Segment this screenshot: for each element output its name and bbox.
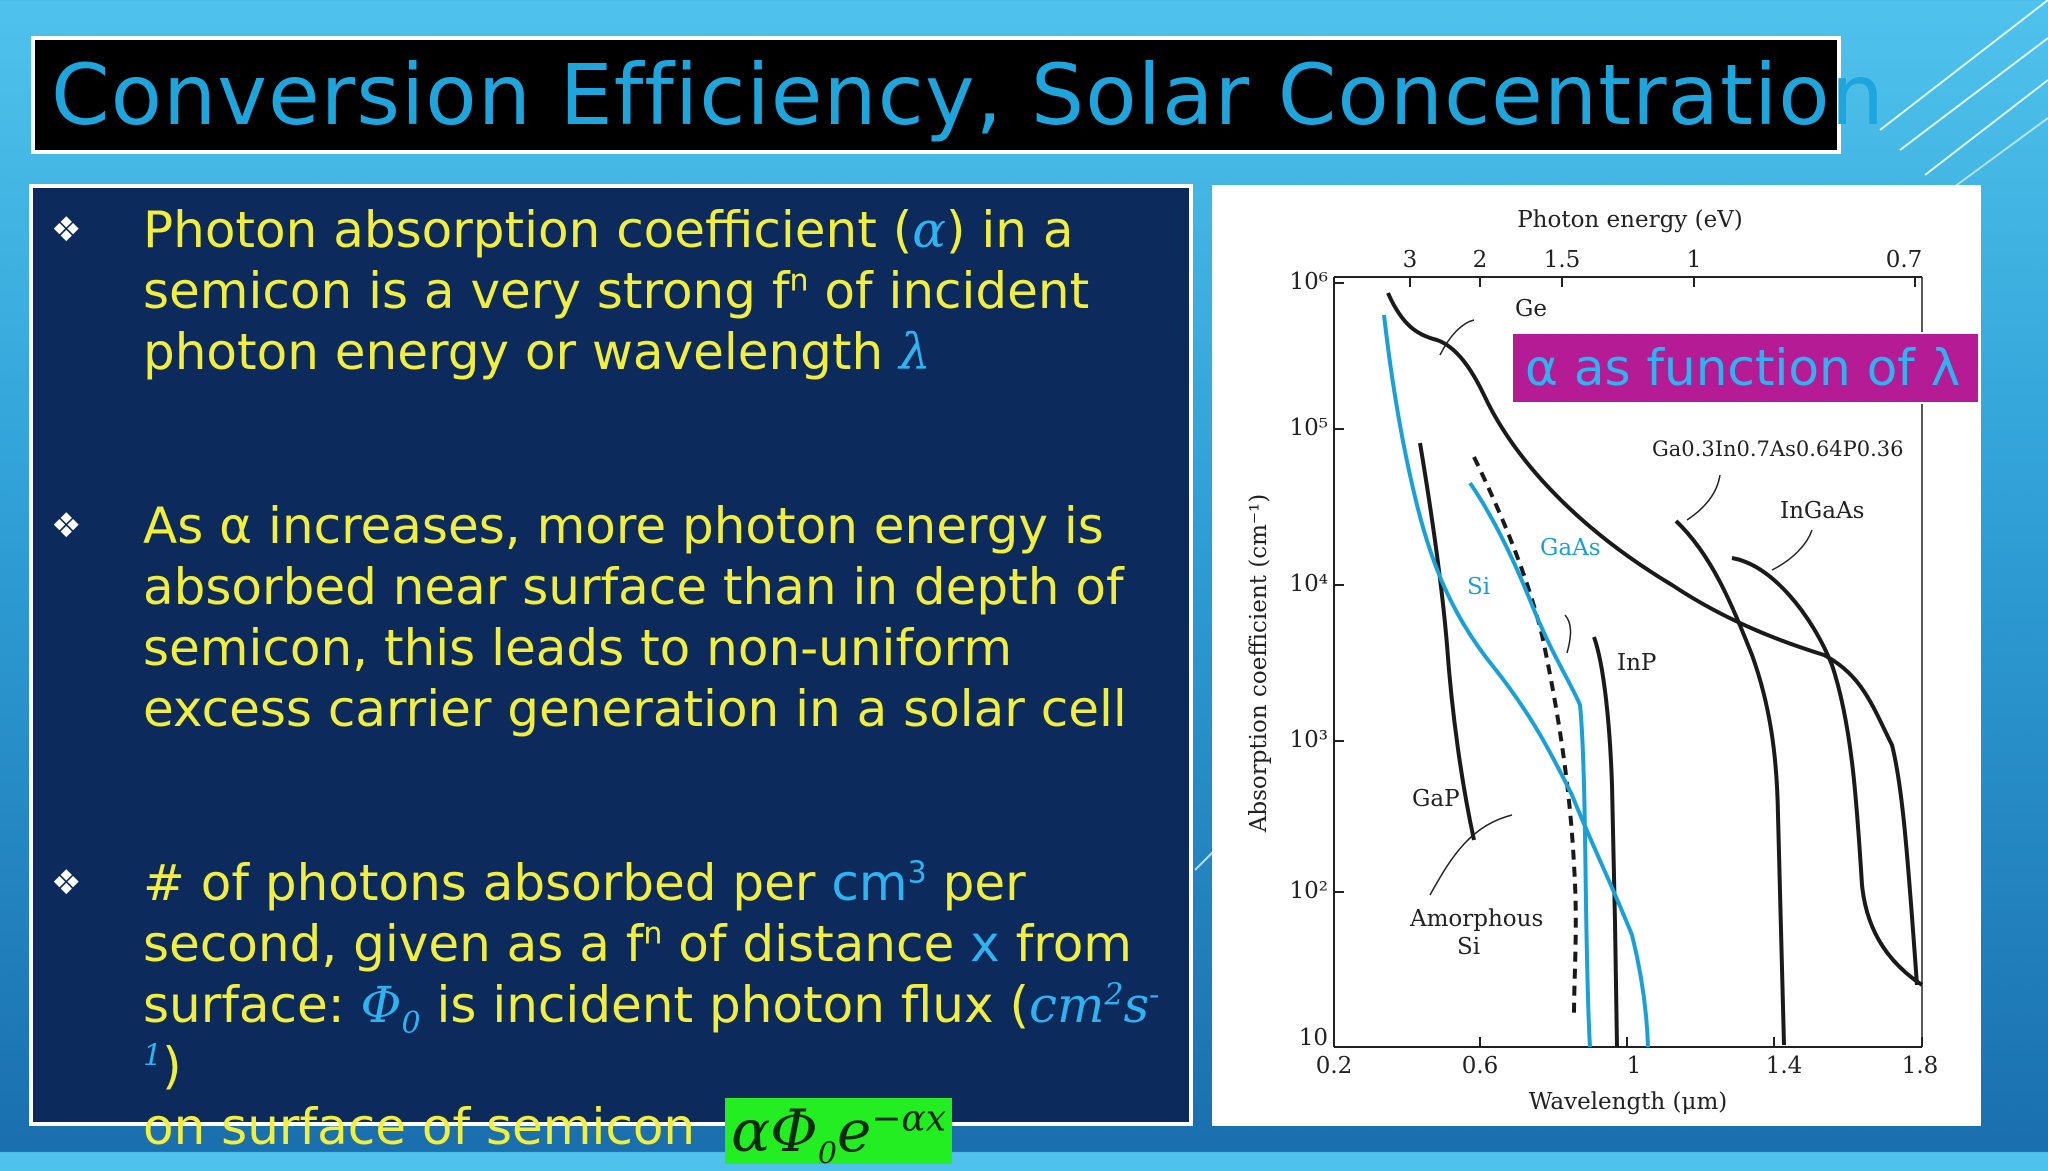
x-tick-label: 1 (1627, 1053, 1642, 1079)
ge-curve (1386, 292, 1919, 986)
y-tick-label: 10³ (1290, 727, 1329, 753)
absorption-formula: αΦ0e−αx (725, 1096, 953, 1169)
bullet-3-part-6: ) (162, 1037, 182, 1095)
flux-sup-2: -1 (143, 977, 1160, 1074)
bullet-3-part-5: is incident photon flux ( (420, 976, 1029, 1034)
amorphous-label-line2: Si (1457, 934, 1480, 960)
ge-label: Ge (1515, 296, 1547, 322)
flux-sup-1: 2 (1104, 977, 1124, 1013)
phi-text: Φ (360, 976, 402, 1034)
bullet-3-part-1: # of photons absorbed per (143, 854, 832, 912)
si-label: Si (1467, 574, 1490, 600)
cm-superscript: 3 (907, 855, 927, 891)
top-tick-label: 0.7 (1886, 247, 1923, 273)
inp-label: InP (1617, 650, 1656, 676)
cm-text: cm (831, 854, 908, 912)
y-axis-title: Absorption coefficient (cm⁻¹) (1246, 494, 1272, 834)
bullet-3-part-3: of distance (662, 915, 971, 973)
top-axis-title: Photon energy (eV) (1517, 207, 1743, 233)
bullet-1-part-1: Photon absorption coefficient ( (143, 201, 913, 259)
ingaas-curve (1731, 556, 1924, 987)
bullet-marker-icon: ❖ (51, 506, 82, 546)
flux-unit: cm2s-1 (143, 976, 1159, 1095)
gaas-label: GaAs (1540, 535, 1601, 561)
formula-e: e (836, 1096, 872, 1165)
title-bar: Conversion Efficiency, Solar Concentrati… (31, 36, 1884, 154)
x-tick-label: 0.6 (1462, 1053, 1499, 1079)
content-box: ❖ Photon absorption coefficient (α) in a… (29, 184, 1193, 1169)
x-tick-label: 1.4 (1766, 1053, 1803, 1079)
cm3-unit: cm3 (831, 854, 926, 912)
fn-superscript: n (643, 916, 663, 952)
ingaas-label: InGaAs (1780, 498, 1864, 524)
bullet-3-part-4: from surface: (143, 915, 1133, 1034)
formula-exponent: −αx (871, 1098, 947, 1140)
amorphous-si-curve (1472, 456, 1578, 1016)
si-curve (1382, 314, 1650, 1048)
bullet-2: ❖ As α increases, more photon energy is … (51, 496, 1171, 740)
bullet-1: ❖ Photon absorption coefficient (α) in a… (51, 200, 1171, 383)
alpha-symbol: α (912, 201, 946, 259)
bullet-1-part-2: ) in a semicon is a very strong f (143, 201, 1074, 320)
x-symbol: x (970, 915, 1000, 973)
formula-subscript: 0 (817, 1136, 837, 1171)
gaas-curve (1468, 481, 1592, 1048)
bullet-3-text: # of photons absorbed per cm3 per second… (143, 853, 1171, 1169)
top-tick-label: 1.5 (1544, 247, 1581, 273)
gainasp-curve (1674, 519, 1786, 1046)
slide-title: Conversion Efficiency, Solar Concentrati… (51, 46, 1885, 144)
top-tick-label: 2 (1473, 247, 1488, 273)
alpha-function-callout: α as function of λ (1511, 332, 1980, 404)
amorphous-label-line1: Amorphous (1409, 906, 1543, 932)
y-tick-label: 10 (1299, 1025, 1328, 1051)
absorption-plot: 3 2 1.5 1 0.7 Photon energy (eV) 0.2 0.6… (1246, 207, 1939, 1115)
flux-cm: cm (1028, 976, 1105, 1034)
gap-label: GaP (1412, 786, 1460, 812)
bullet-3-part-7: on surface of semicon (143, 1098, 696, 1156)
x-axis-title: Wavelength (μm) (1529, 1089, 1728, 1115)
lambda-symbol: λ (899, 323, 931, 381)
top-tick-label: 3 (1403, 247, 1418, 273)
bullet-1-part-3: of incident photon energy or wavelength (143, 262, 1090, 381)
x-tick-label: 1.8 (1902, 1053, 1939, 1079)
x-tick-label: 0.2 (1316, 1053, 1353, 1079)
bullet-marker-icon: ❖ (51, 863, 82, 903)
bullet-3: ❖ # of photons absorbed per cm3 per seco… (51, 853, 1171, 1169)
bullet-1-text: Photon absorption coefficient (α) in a s… (143, 200, 1171, 383)
gap-curve (1418, 442, 1476, 841)
phi0-symbol: Φ0 (360, 976, 421, 1039)
bullet-3-part-2: per second, given as a f (143, 854, 1026, 973)
formula-base: αΦ (731, 1096, 818, 1165)
y-tick-label: 10² (1290, 878, 1329, 904)
inp-curve (1592, 636, 1619, 1048)
y-tick-label: 10⁶ (1290, 269, 1329, 295)
bullet-marker-icon: ❖ (51, 210, 82, 250)
top-tick-label: 1 (1687, 247, 1702, 273)
absorption-figure: 3 2 1.5 1 0.7 Photon energy (eV) 0.2 0.6… (1212, 185, 1981, 1126)
fn-superscript: n (789, 263, 809, 299)
phi-subscript: 0 (401, 1006, 421, 1041)
gainasp-label: Ga0.3In0.7As0.64P0.36 (1652, 437, 1904, 461)
flux-s: s (1123, 976, 1150, 1034)
y-tick-label: 10⁴ (1290, 571, 1329, 597)
bullet-2-text: As α increases, more photon energy is ab… (143, 497, 1127, 738)
y-tick-label: 10⁵ (1290, 415, 1329, 441)
